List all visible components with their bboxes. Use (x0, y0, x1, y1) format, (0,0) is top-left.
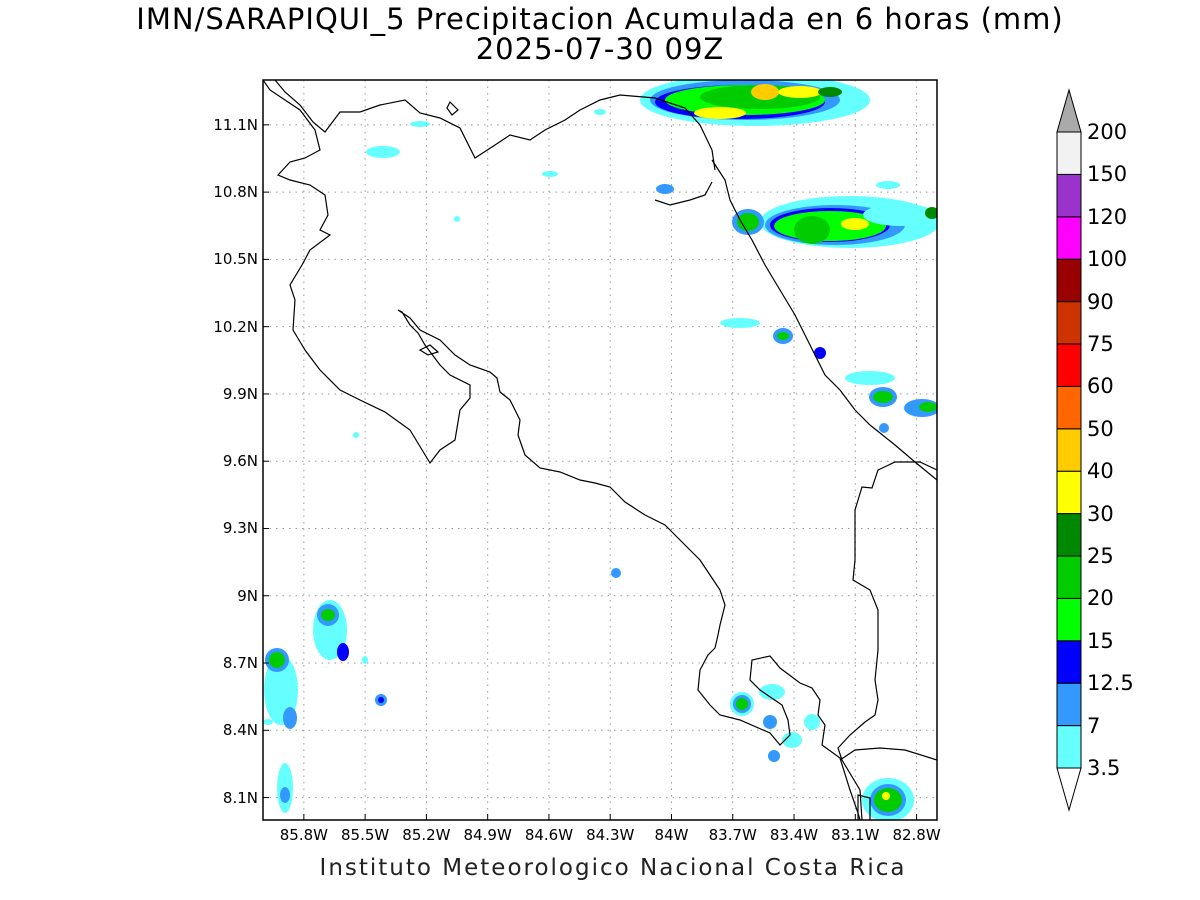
lat-tick-label: 9.3N (222, 519, 258, 538)
colorbar-label: 60 (1087, 374, 1114, 399)
lat-tick-label: 10.8N (213, 183, 258, 202)
golfo-dulce-line (857, 794, 871, 820)
lat-tick-label: 9N (237, 586, 258, 605)
colorbar-label: 90 (1087, 289, 1114, 314)
precip-cell-caribbean-north-coast (656, 181, 937, 248)
axis-ticks (263, 124, 918, 820)
lat-tick-label: 8.4N (222, 721, 258, 740)
colorbar-segment (1056, 725, 1082, 769)
colorbar-segment (1056, 555, 1082, 599)
lat-tick-label: 8.7N (222, 654, 258, 673)
map-title: IMN/SARAPIQUI_5 Precipitacion Acumulada … (136, 2, 1064, 36)
lon-tick-label: 85.5W (340, 826, 390, 844)
colorbar-label: 12.5 (1087, 671, 1134, 696)
colorbar-segment (1056, 428, 1082, 472)
colorbar-segment (1056, 258, 1082, 303)
colorbar-segment (1056, 385, 1082, 430)
lat-tick-label: 8.1N (222, 788, 258, 807)
lon-tick-label: 84W (654, 826, 689, 844)
pacific-coast-line (263, 80, 861, 820)
colorbar-segment (1056, 301, 1082, 345)
colorbar-label: 25 (1087, 544, 1114, 568)
lon-tick-label: 85.8W (279, 826, 328, 844)
map-subtitle-datetime: 2025-07-30 09Z (475, 32, 725, 66)
colorbar-label: 200 (1087, 120, 1128, 144)
lat-tick-label: 10.5N (213, 250, 258, 269)
colorbar-label: 7 (1087, 713, 1101, 738)
coastlines-and-borders (263, 80, 937, 820)
colorbar-label: 100 (1087, 247, 1128, 272)
colorbar-low-cap (1056, 767, 1082, 812)
colorbar-segment (1056, 131, 1082, 175)
colorbar-label: 20 (1087, 586, 1114, 611)
map-frame (262, 79, 938, 821)
colorbar-high-cap (1056, 88, 1082, 133)
colorbar-label: 15 (1087, 628, 1114, 653)
colorbar-segment (1056, 640, 1082, 684)
panama-border-line (837, 461, 937, 820)
map-gridlines (263, 80, 937, 820)
caribbean-coast-line (711, 159, 937, 481)
lon-tick-label: 83.1W (831, 826, 880, 844)
lon-tick-label: 84.6W (524, 826, 574, 844)
lon-tick-label: 85.2W (402, 826, 451, 844)
colorbar-segment (1056, 173, 1082, 218)
island-outline (418, 344, 440, 356)
colorbar-segment (1056, 343, 1082, 387)
precip-cell-pacific-west (263, 600, 387, 813)
northern-coast-line (654, 181, 713, 206)
colorbar-label: 40 (1087, 459, 1114, 484)
lat-tick-label: 10.2N (213, 317, 258, 336)
panama-coast-line (839, 747, 937, 761)
colorbar-label: 50 (1087, 416, 1114, 441)
lon-tick-label: 84.9W (463, 826, 512, 844)
lake-nicaragua-shore (446, 100, 459, 116)
precip-cell-osa-golfito (730, 684, 914, 820)
colorbar-segment (1056, 470, 1082, 515)
nicaragua-border-line (274, 80, 716, 171)
footer-credit: Instituto Meteorologico Nacional Costa R… (319, 855, 907, 881)
colorbar-segment (1056, 513, 1082, 557)
lon-tick-label: 84.3W (586, 826, 635, 844)
colorbar-label: 150 (1087, 162, 1128, 187)
precip-scattered-cells (353, 109, 621, 578)
colorbar-label: 75 (1087, 332, 1114, 356)
colorbar (1056, 88, 1082, 812)
colorbar-segment (1056, 216, 1082, 260)
colorbar-segment (1056, 597, 1082, 642)
colorbar-label: 3.5 (1087, 756, 1121, 780)
lat-tick-label: 9.9N (222, 384, 258, 403)
colorbar-label: 30 (1087, 501, 1114, 526)
lon-tick-label: 83.7W (708, 826, 757, 844)
lat-tick-label: 11.1N (213, 115, 258, 134)
colorbar-label: 120 (1087, 204, 1128, 229)
colorbar-segment (1056, 682, 1082, 727)
lat-tick-label: 9.6N (222, 452, 258, 471)
precip-cell-limon (720, 318, 937, 433)
lon-tick-label: 82.8W (892, 826, 941, 844)
lon-tick-label: 83.4W (769, 826, 819, 844)
precip-cell-north-caribbean (640, 80, 870, 126)
precipitation-areas (263, 80, 937, 820)
